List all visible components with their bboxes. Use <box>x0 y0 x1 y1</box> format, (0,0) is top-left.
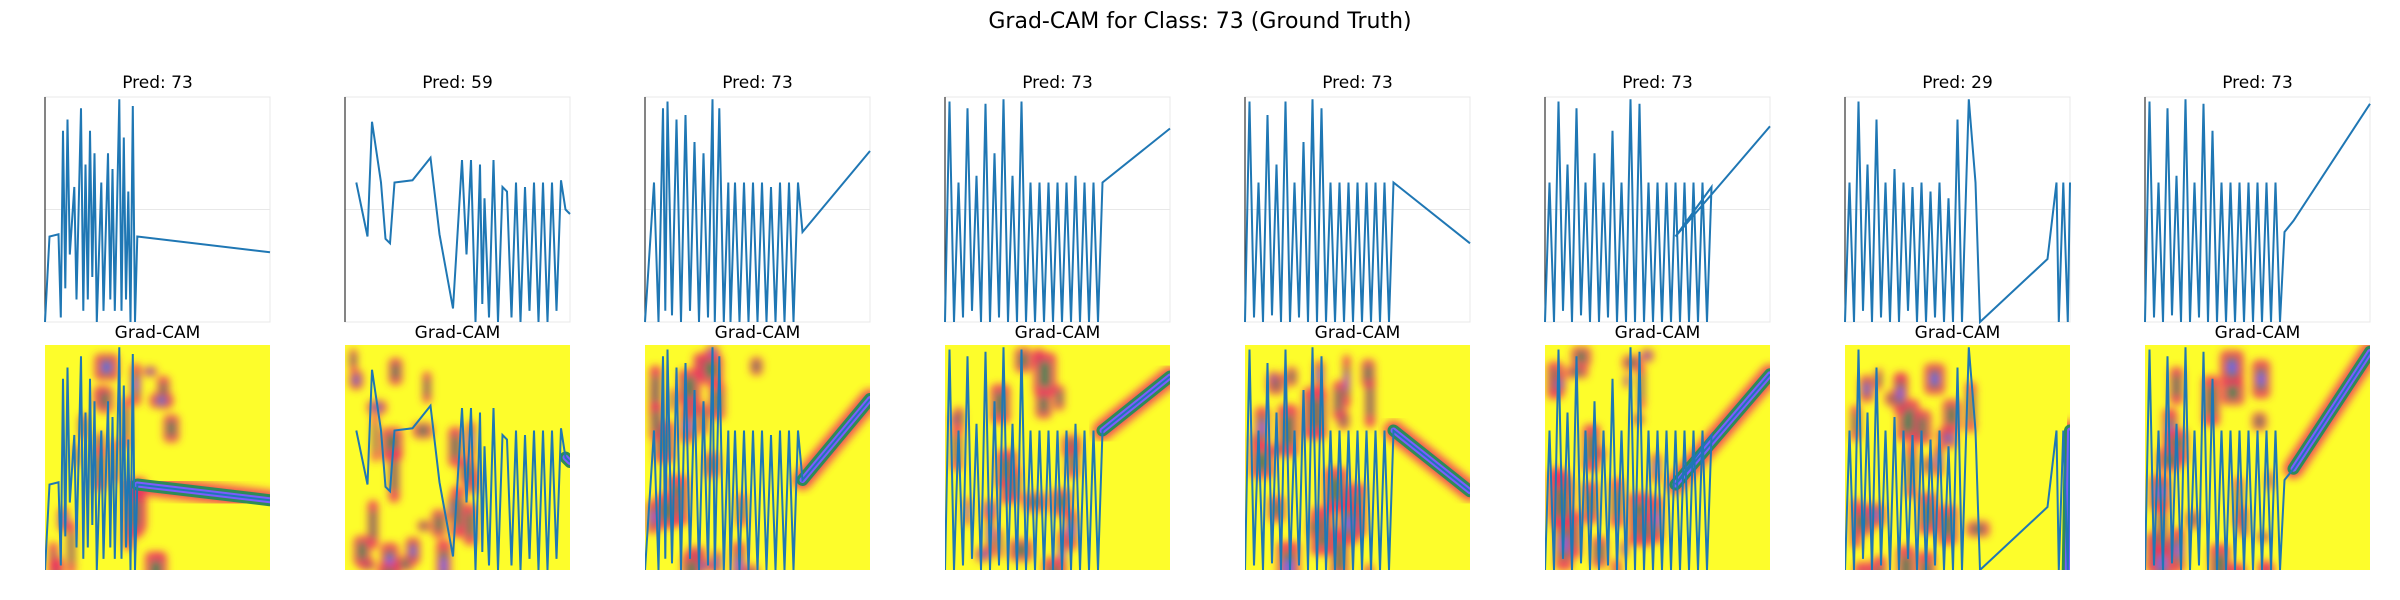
panel-1: Pred: 73 Grad-CAM <box>44 73 271 570</box>
panel-2: Pred: 59 Grad-CAM <box>344 73 571 570</box>
figure-title: Grad-CAM for Class: 73 (Ground Truth) <box>988 9 1411 34</box>
heatmap <box>45 345 270 570</box>
gradcam-title: Grad-CAM <box>1615 323 1701 343</box>
heatmap <box>1245 345 1470 570</box>
pred-title: Pred: 73 <box>2222 73 2293 93</box>
heatmap <box>945 345 1170 570</box>
pred-title: Pred: 59 <box>422 73 493 93</box>
gradcam-title: Grad-CAM <box>415 323 501 343</box>
series-line <box>644 99 871 323</box>
series-line <box>44 99 271 323</box>
series-line <box>944 99 1171 323</box>
series-line <box>2144 99 2371 323</box>
gradcam-title: Grad-CAM <box>115 323 201 343</box>
panel-3: Pred: 73 Grad-CAM <box>644 73 871 570</box>
heatmap <box>2145 345 2370 570</box>
heatmap <box>1845 345 2070 570</box>
pred-title: Pred: 73 <box>1622 73 1693 93</box>
pred-title: Pred: 73 <box>1022 73 1093 93</box>
pred-title: Pred: 29 <box>1922 73 1993 93</box>
gradcam-title: Grad-CAM <box>1015 323 1101 343</box>
panel-7: Pred: 29 Grad-CAM <box>1844 73 2071 570</box>
overlay-series-line <box>1245 347 1470 570</box>
overlay-series-line <box>945 347 1170 570</box>
overlay-series-line <box>1545 347 1770 570</box>
series-line <box>355 121 571 323</box>
overlay-series-line <box>355 369 570 570</box>
gradcam-title: Grad-CAM <box>2215 323 2301 343</box>
gradcam-title: Grad-CAM <box>1315 323 1401 343</box>
overlay-series-line <box>45 347 270 570</box>
gradcam-title: Grad-CAM <box>715 323 801 343</box>
series-line <box>1244 99 1471 323</box>
gradcam-title: Grad-CAM <box>1915 323 2001 343</box>
heatmap <box>345 345 570 570</box>
pred-title: Pred: 73 <box>722 73 793 93</box>
series-line <box>1544 99 1771 323</box>
heatmap <box>645 345 870 570</box>
series-line <box>1844 99 2071 325</box>
panel-8: Pred: 73 Grad-CAM <box>2144 73 2371 570</box>
heatmap <box>1545 345 1770 570</box>
panel-6: Pred: 73 Grad-CAM <box>1544 73 1771 570</box>
pred-title: Pred: 73 <box>1322 73 1393 93</box>
pred-title: Pred: 73 <box>122 73 193 93</box>
overlay-series-line <box>645 347 870 570</box>
panel-4: Pred: 73 Grad-CAM <box>944 73 1171 570</box>
overlay-series-line <box>2145 347 2370 570</box>
overlay-series-line <box>1845 347 2070 570</box>
panel-5: Pred: 73 Grad-CAM <box>1244 73 1471 570</box>
